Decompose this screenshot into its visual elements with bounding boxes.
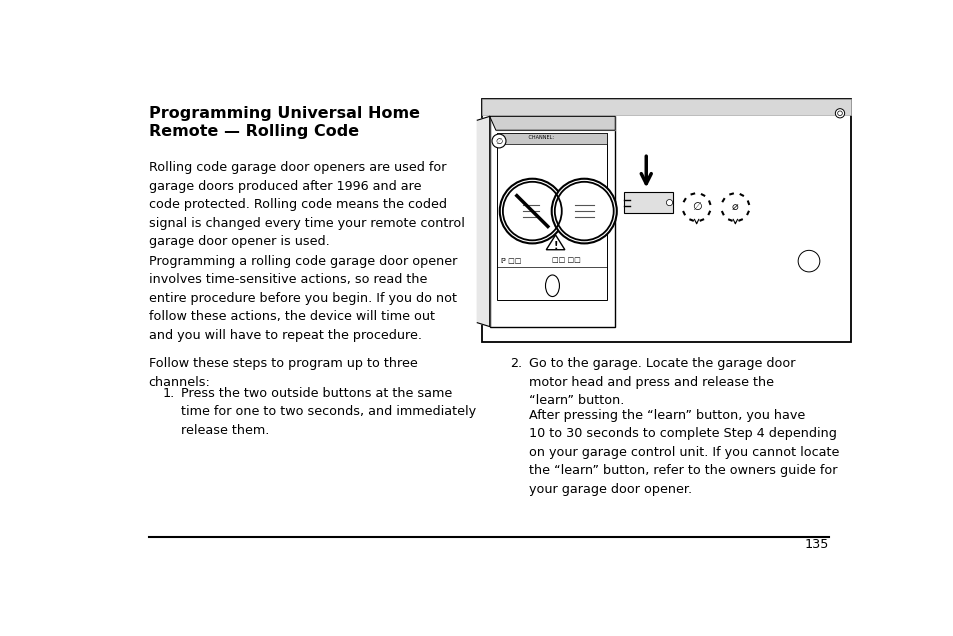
Polygon shape <box>546 235 564 250</box>
Ellipse shape <box>545 275 558 296</box>
Bar <box>623 192 672 214</box>
Text: !: ! <box>553 240 558 251</box>
Text: ∅: ∅ <box>691 202 700 212</box>
Bar <box>481 99 850 342</box>
Text: 1.: 1. <box>162 387 174 399</box>
Text: ∅: ∅ <box>495 137 502 146</box>
Text: 135: 135 <box>804 538 828 551</box>
Text: Programming Universal Home
Remote — Rolling Code: Programming Universal Home Remote — Roll… <box>149 106 419 139</box>
Text: Press the two outside buttons at the same
time for one to two seconds, and immed: Press the two outside buttons at the sam… <box>181 387 476 437</box>
Bar <box>481 99 850 115</box>
Bar <box>489 116 615 326</box>
Text: ℙ □□: ℙ □□ <box>500 258 521 263</box>
Text: CHANNEL:: CHANNEL: <box>499 135 557 140</box>
Circle shape <box>798 251 819 272</box>
Circle shape <box>492 134 505 148</box>
Circle shape <box>499 179 564 244</box>
Text: Go to the garage. Locate the garage door
motor head and press and release the
“l: Go to the garage. Locate the garage door… <box>529 357 795 408</box>
Text: □□ □□: □□ □□ <box>551 258 579 263</box>
Text: Follow these steps to program up to three
channels:: Follow these steps to program up to thre… <box>149 357 417 389</box>
Circle shape <box>666 200 672 205</box>
Bar <box>497 134 607 144</box>
Polygon shape <box>489 116 615 130</box>
Circle shape <box>835 109 843 118</box>
Polygon shape <box>476 116 489 326</box>
Text: ⌀: ⌀ <box>731 202 738 212</box>
Circle shape <box>551 179 617 244</box>
Text: After pressing the “learn” button, you have
10 to 30 seconds to complete Step 4 : After pressing the “learn” button, you h… <box>529 409 839 496</box>
Text: Programming a rolling code garage door opener
involves time-sensitive actions, s: Programming a rolling code garage door o… <box>149 255 456 342</box>
Text: 2.: 2. <box>510 357 522 370</box>
Bar <box>497 134 607 300</box>
Text: Rolling code garage door openers are used for
garage doors produced after 1996 a: Rolling code garage door openers are use… <box>149 161 464 248</box>
